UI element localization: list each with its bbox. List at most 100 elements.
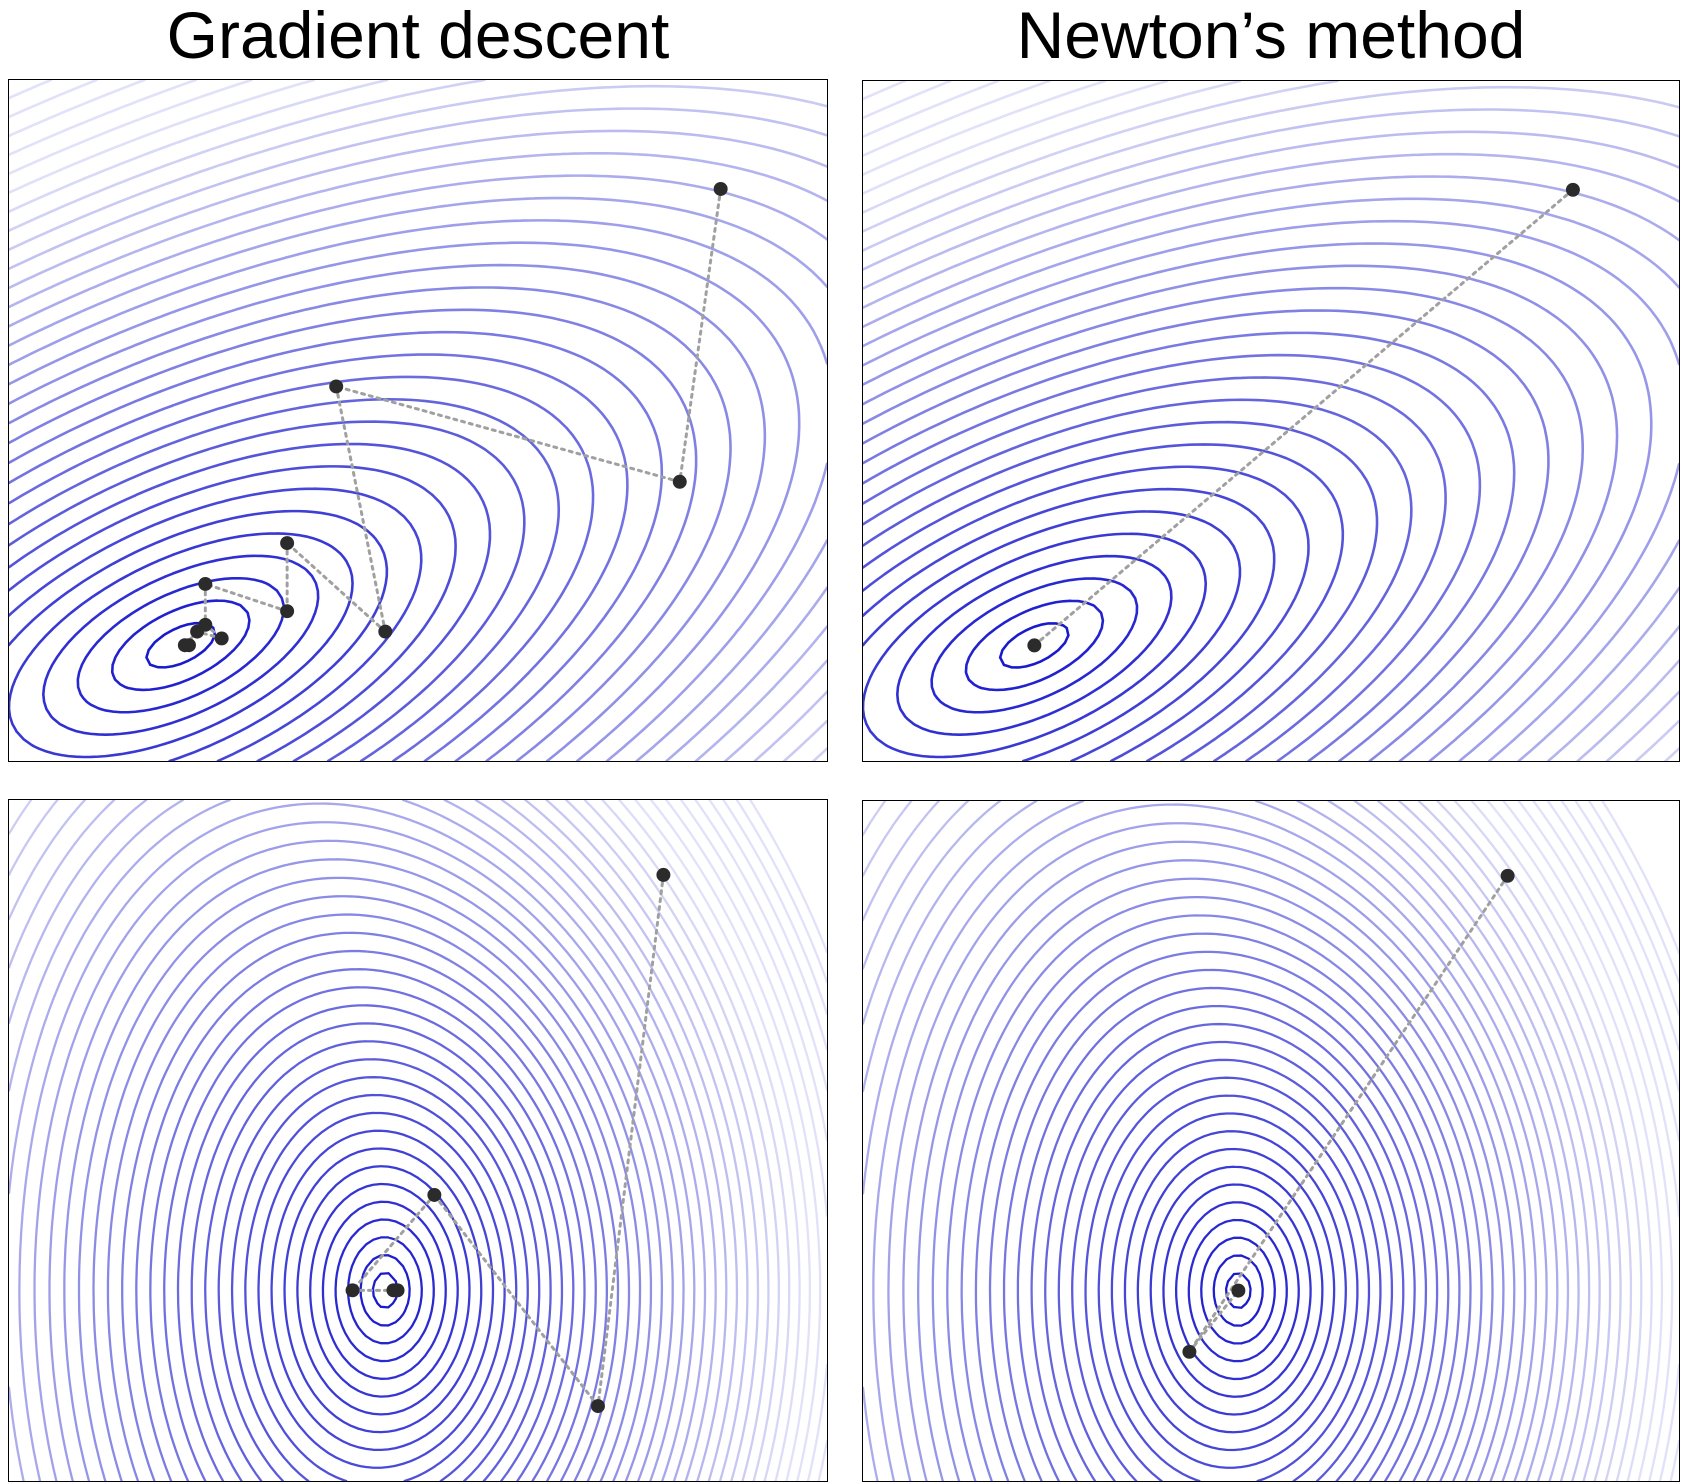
contour-line — [735, 800, 827, 983]
newtons-method-title: Newton’s method — [1016, 0, 1526, 72]
contour-line — [863, 81, 1169, 195]
contour-line — [9, 420, 526, 761]
contour-line — [9, 465, 457, 761]
contour-line — [42, 554, 320, 736]
contour-line — [863, 81, 1051, 157]
contour-line — [863, 331, 1516, 761]
contour-line — [863, 81, 1242, 214]
contour-line — [321, 1200, 447, 1380]
contour-line — [18, 802, 696, 1481]
contour-line — [9, 286, 732, 761]
iterate-point — [329, 379, 344, 394]
contour-line — [863, 353, 1482, 761]
contour-line — [1588, 801, 1679, 984]
contour-line — [863, 487, 1276, 761]
contour-line — [863, 801, 1622, 1481]
contour-line — [863, 81, 1679, 761]
contour-line — [863, 420, 1379, 761]
iterate-point — [672, 474, 687, 489]
contour-line — [946, 895, 1494, 1481]
contour-line — [863, 465, 1310, 761]
contour-line — [896, 554, 1173, 736]
contour-lines — [9, 800, 827, 1481]
contour-line — [1084, 1076, 1382, 1481]
contour-line — [9, 80, 389, 213]
contour-line — [230, 1076, 529, 1481]
contour-line — [601, 800, 791, 1481]
contour-line — [998, 622, 1070, 669]
contour-line — [106, 913, 631, 1481]
contour-line — [863, 130, 1679, 761]
contour-line — [9, 80, 827, 761]
contour-line — [9, 80, 146, 138]
contour-line — [863, 81, 1000, 139]
contour-line — [1097, 1094, 1371, 1481]
iterate-step-line — [1187, 1289, 1240, 1354]
iterate-point — [190, 624, 205, 639]
iterate-path — [1032, 188, 1575, 647]
contour-line — [863, 286, 1585, 761]
contour-line — [863, 242, 1653, 761]
iterate-point — [1231, 1283, 1246, 1298]
contour-line — [110, 599, 251, 692]
iterate-step-line — [351, 1193, 436, 1292]
contour-line — [974, 932, 1472, 1481]
iterate-point — [378, 624, 393, 639]
contour-line — [33, 821, 685, 1481]
contour-line — [1546, 801, 1679, 1092]
contour-line — [917, 859, 1516, 1481]
contour-line — [9, 241, 801, 761]
contour-line — [863, 398, 1413, 761]
gradient-descent-nonquadratic-panel — [8, 799, 828, 1482]
contour-line — [863, 801, 1580, 1481]
iterate-step-line — [203, 582, 289, 613]
contour-line — [149, 968, 597, 1481]
contour-line — [930, 577, 1139, 714]
contour-line — [48, 839, 674, 1481]
contour-line — [9, 375, 595, 761]
contour-line — [1016, 986, 1439, 1481]
contour-line — [964, 599, 1105, 692]
contour-line — [680, 800, 827, 1481]
contour-line — [863, 81, 906, 101]
contour-lines — [9, 80, 827, 761]
contour-line — [863, 219, 1679, 761]
iterate-point — [656, 867, 671, 882]
contour-line — [749, 800, 827, 954]
contour-line — [257, 1111, 506, 1469]
contour-line — [1136, 1147, 1336, 1434]
contour-line — [1601, 801, 1679, 954]
iterate-point — [1500, 868, 1515, 883]
contour-line — [960, 914, 1483, 1481]
contour-line — [1174, 1201, 1300, 1381]
iterate-step-line — [285, 541, 387, 634]
iterate-point — [280, 536, 295, 551]
contour-line — [665, 800, 827, 1481]
contour-line — [618, 800, 801, 1481]
iterate-point — [214, 631, 229, 646]
iterate-step-line — [678, 187, 723, 484]
contour-line — [863, 801, 1601, 1481]
iterate-point — [1565, 182, 1580, 197]
contour-line — [1212, 1254, 1264, 1327]
iterate-points — [1182, 868, 1515, 1359]
iterate-step-line — [334, 384, 682, 484]
contour-line — [863, 309, 1550, 761]
contour-line — [9, 330, 664, 761]
contour-line — [9, 308, 698, 761]
contour-line — [1110, 1112, 1359, 1469]
contour-plot — [9, 80, 827, 761]
contour-line — [1057, 1040, 1405, 1481]
contour-line — [887, 822, 1537, 1481]
contour-line — [9, 800, 707, 1481]
contour-line — [1532, 801, 1679, 1481]
contour-line — [634, 800, 811, 1481]
contour-plot — [9, 800, 827, 1481]
contour-line — [863, 801, 1591, 1481]
contour-line — [309, 1182, 459, 1398]
contour-line — [9, 353, 629, 761]
contour-line — [1470, 801, 1653, 1481]
contour-line — [334, 1218, 435, 1363]
contour-line — [863, 175, 1679, 761]
iterate-step-line — [432, 1193, 600, 1408]
